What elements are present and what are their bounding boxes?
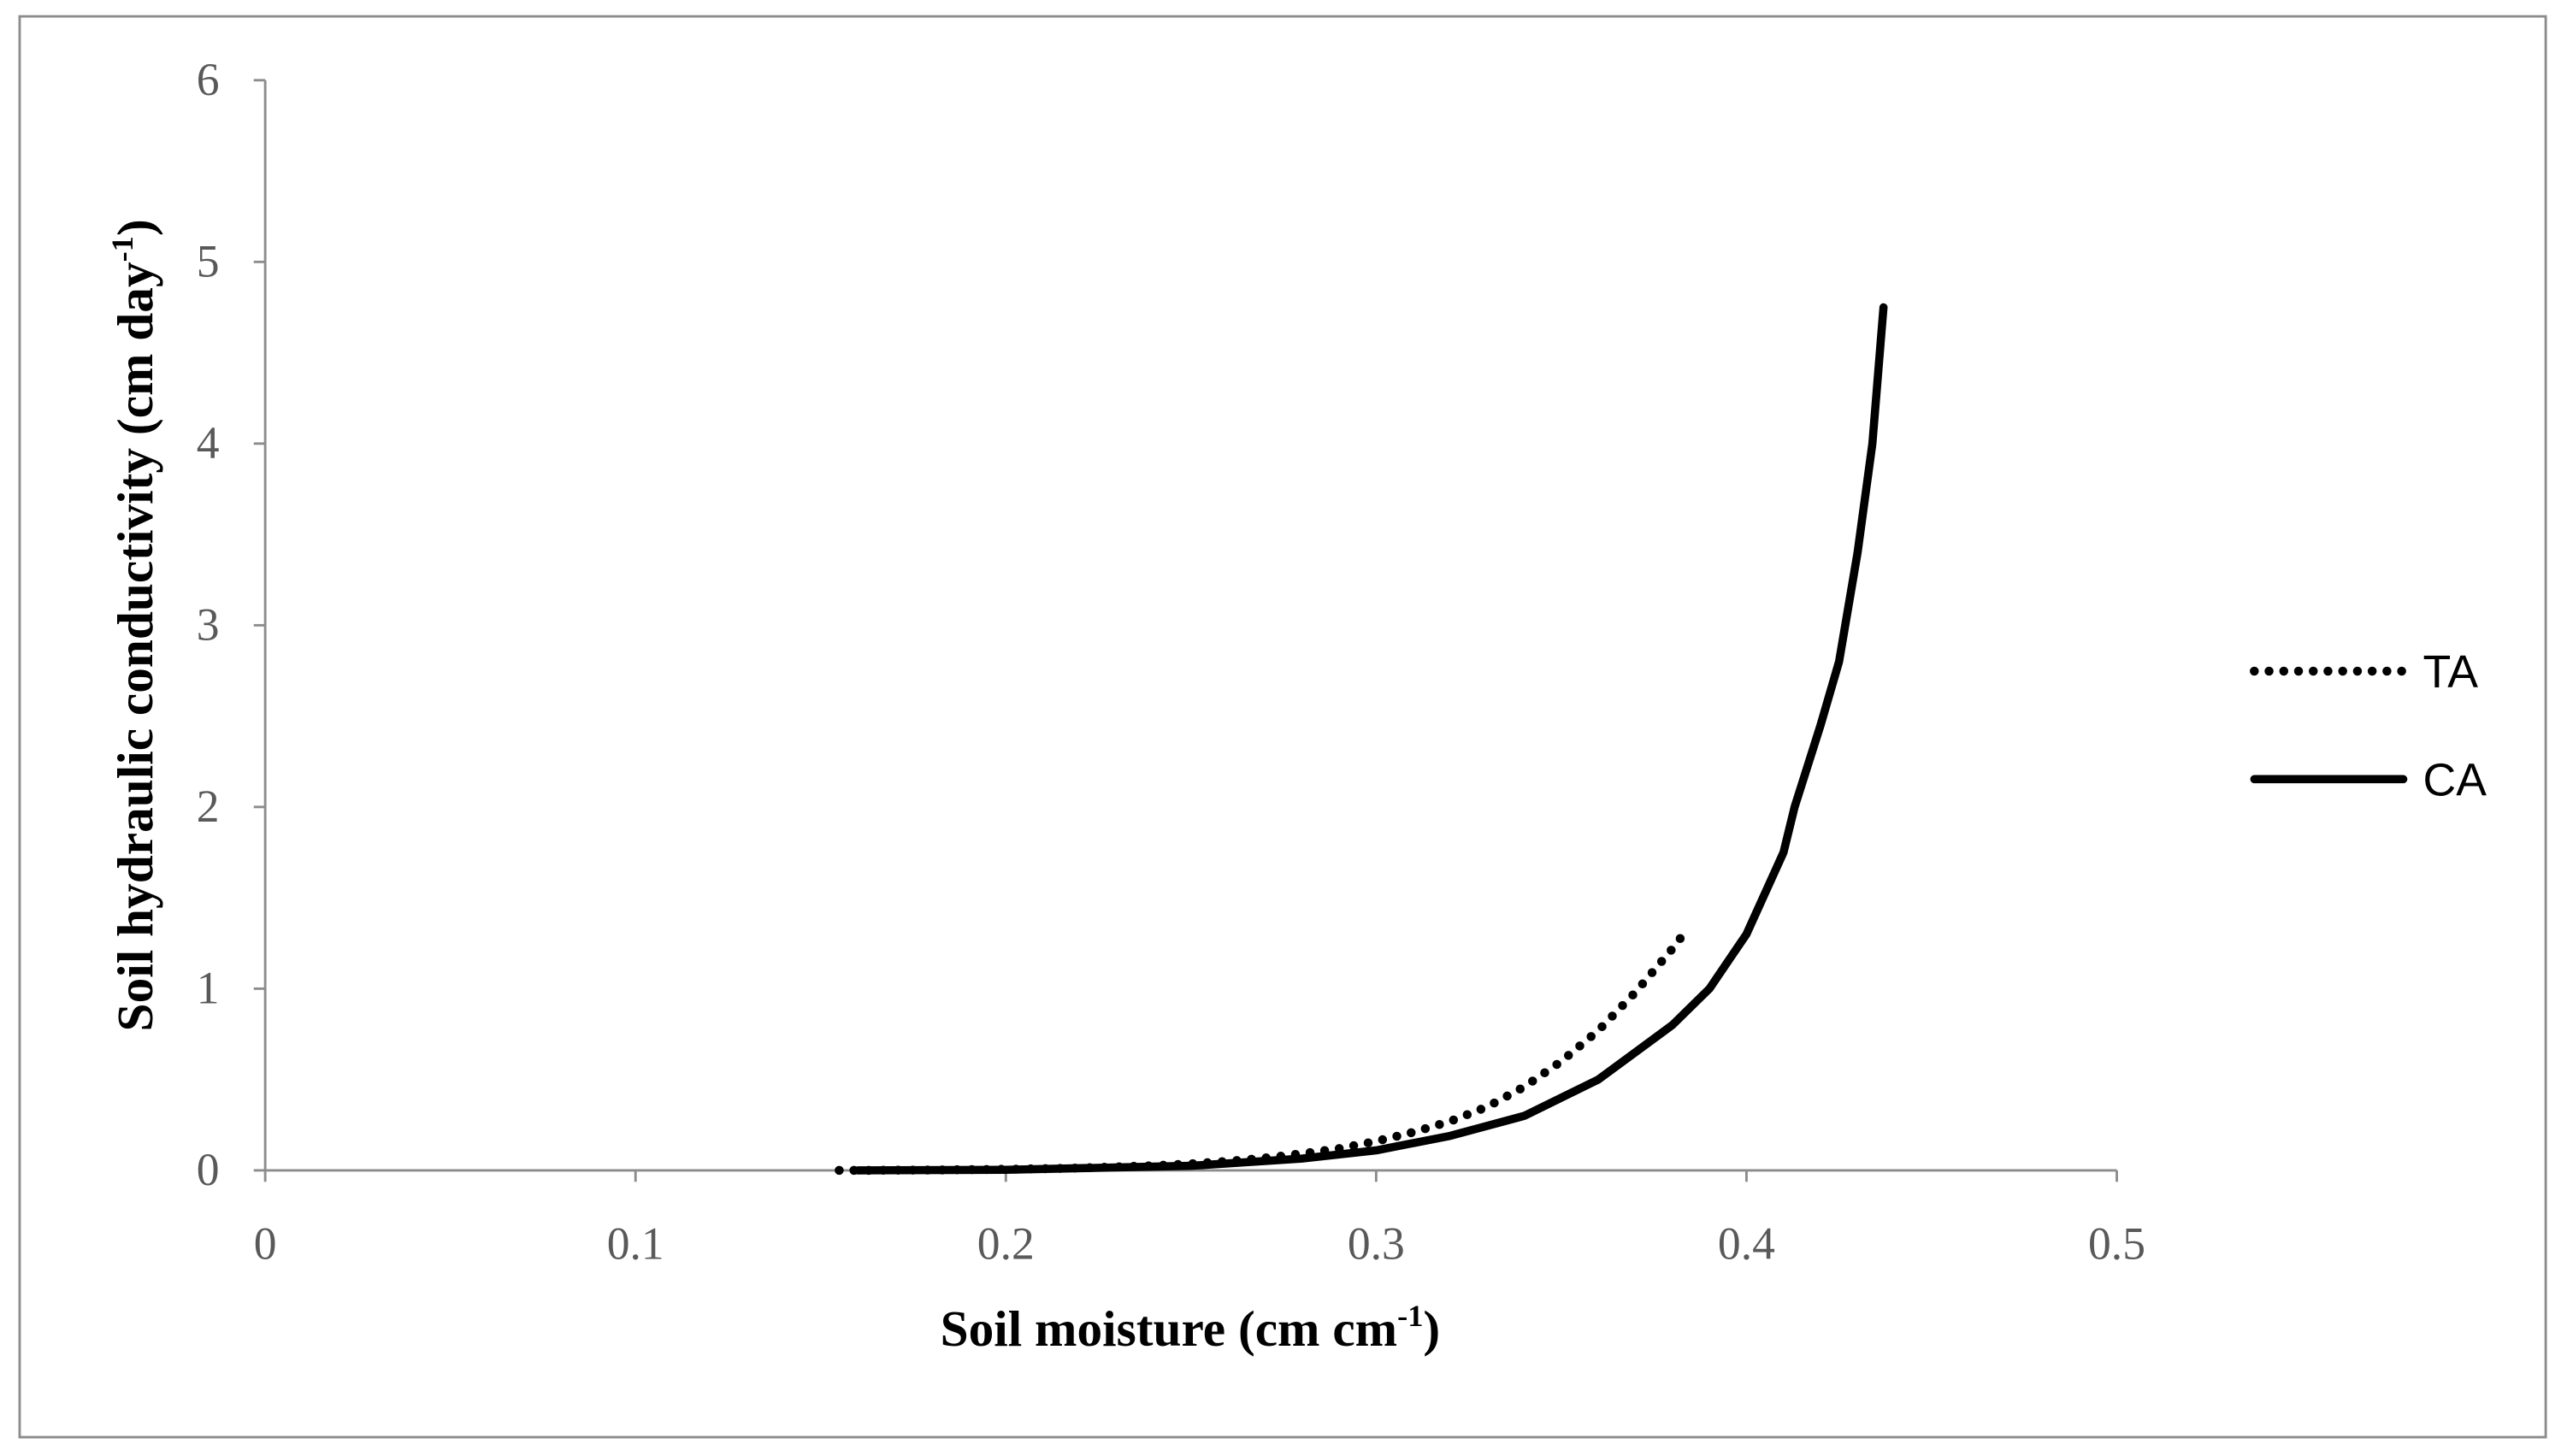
x-axis-title-end: ) xyxy=(1423,1300,1440,1357)
x-axis-title-sup: -1 xyxy=(1397,1299,1423,1333)
y-tick-label: 0 xyxy=(197,1144,220,1195)
y-tick-label: 6 xyxy=(197,54,220,105)
y-tick-label: 2 xyxy=(197,781,220,832)
y-tick-label: 3 xyxy=(197,599,220,651)
x-tick-label: 0.3 xyxy=(1348,1217,1405,1269)
x-tick-label: 0.1 xyxy=(607,1217,664,1269)
x-tick-label: 0.5 xyxy=(2088,1217,2145,1269)
y-tick-label: 5 xyxy=(197,236,220,287)
x-tick-label: 0.2 xyxy=(977,1217,1035,1269)
chart-frame xyxy=(18,15,2547,1439)
y-tick-label: 4 xyxy=(197,417,220,469)
x-tick-label: 0.4 xyxy=(1718,1217,1775,1269)
legend-label: CA xyxy=(2423,754,2487,805)
series-line xyxy=(853,303,1888,1175)
x-axis-title: Soil moisture (cm cm-1) xyxy=(941,1299,1441,1357)
y-axis-title-sup: -1 xyxy=(105,236,139,262)
y-tick-label: 1 xyxy=(197,963,220,1014)
y-axis-title-text: Soil hydraulic conductivity (cm day xyxy=(107,262,163,1031)
y-axis-title: Soil hydraulic conductivity (cm day-1) xyxy=(105,219,163,1031)
legend-label: TA xyxy=(2423,646,2479,698)
y-axis-title-end: ) xyxy=(107,219,163,236)
x-axis-title-text: Soil moisture (cm cm xyxy=(941,1300,1398,1357)
x-tick-label: 0 xyxy=(254,1217,277,1269)
